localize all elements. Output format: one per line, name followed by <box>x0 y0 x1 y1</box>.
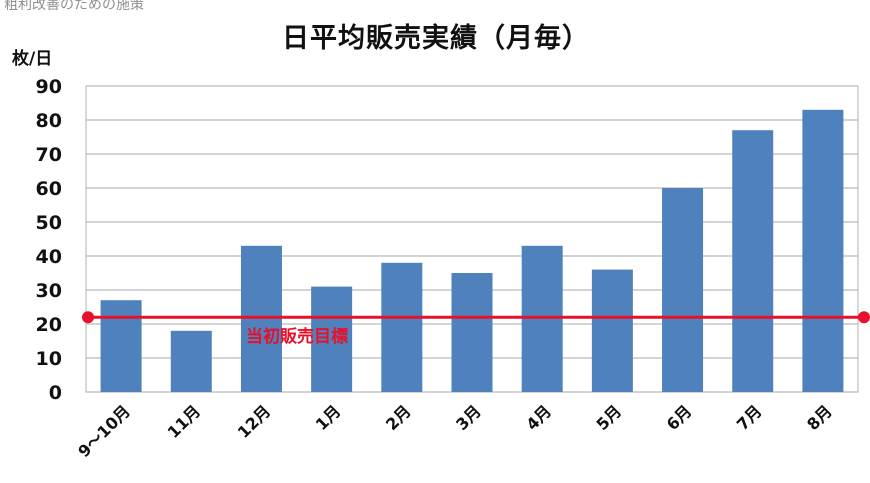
cropped-header-text: 粗利改善のための施策 <box>4 0 144 13</box>
x-category-label: 6月 <box>663 401 696 434</box>
bar-8 <box>662 188 704 392</box>
y-tick-label: 20 <box>36 314 62 336</box>
x-category-label: 11月 <box>164 401 205 442</box>
bar-4 <box>381 262 423 392</box>
y-axis-label: 枚/日 <box>12 49 53 69</box>
y-tick-label: 80 <box>36 110 62 132</box>
bar-5 <box>451 273 493 392</box>
bar-3 <box>311 286 353 392</box>
y-tick-label: 60 <box>36 178 62 200</box>
bar-7 <box>591 269 633 392</box>
y-tick-label: 0 <box>49 382 62 404</box>
y-tick-label: 40 <box>36 246 62 268</box>
bar-10 <box>802 109 844 393</box>
x-category-label: 9～10月 <box>74 401 134 461</box>
x-category-label: 7月 <box>733 401 766 434</box>
x-category-label: 2月 <box>382 401 415 434</box>
bar-6 <box>521 245 563 392</box>
bar-1 <box>170 330 212 392</box>
bar-9 <box>732 130 774 392</box>
bar-2 <box>240 245 282 392</box>
x-category-label: 5月 <box>593 401 626 434</box>
y-tick-label: 10 <box>36 348 62 370</box>
target-line-label: 当初販売目標 <box>246 326 348 347</box>
bar-0 <box>100 300 142 392</box>
y-tick-label: 30 <box>36 280 62 302</box>
x-category-label: 1月 <box>312 401 345 434</box>
target-line-end-marker <box>858 311 870 324</box>
y-tick-label: 70 <box>36 144 62 166</box>
y-tick-label: 90 <box>36 76 62 98</box>
target-line-start-marker <box>82 311 94 324</box>
x-category-label: 3月 <box>452 401 485 434</box>
x-category-label: 12月 <box>234 401 275 442</box>
x-category-label: 4月 <box>522 401 555 434</box>
y-tick-label: 50 <box>36 212 62 234</box>
x-category-label: 8月 <box>803 401 836 434</box>
chart-title: 日平均販売実績（月毎） <box>282 23 590 54</box>
